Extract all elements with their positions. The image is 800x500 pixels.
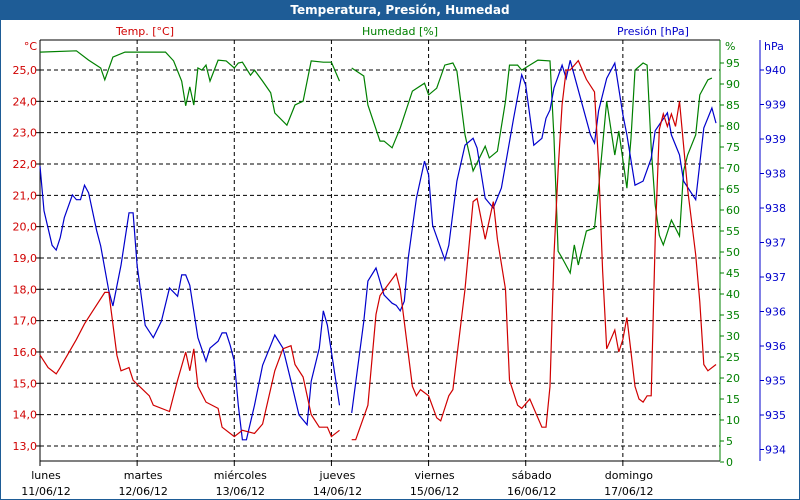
temperature-tick-label: 18,0 bbox=[13, 283, 38, 296]
temperature-tick-label: 17,0 bbox=[13, 315, 38, 328]
humidity-tick-label: 80 bbox=[726, 120, 740, 133]
pressure-tick-label: 937 bbox=[765, 237, 786, 250]
humidity-tick-label: 90 bbox=[726, 78, 740, 91]
humidity-tick-label: 40 bbox=[726, 288, 740, 301]
day-date-label: 16/06/12 bbox=[507, 485, 556, 498]
temperature-series-line bbox=[39, 59, 717, 441]
humidity-tick-label: 25 bbox=[726, 351, 740, 364]
pressure-tick-label: 935 bbox=[765, 409, 786, 422]
temperature-tick-label: 23,0 bbox=[13, 127, 38, 140]
pressure-tick-label: 940 bbox=[765, 64, 786, 77]
humidity-tick-label: 60 bbox=[726, 204, 740, 217]
pressure-axis-title: Presión [hPa] bbox=[617, 25, 689, 38]
temperature-tick-label: 25,0 bbox=[13, 64, 38, 77]
humidity-tick-label: 0 bbox=[726, 456, 733, 469]
humidity-tick-label: 65 bbox=[726, 183, 740, 196]
temperature-unit: °C bbox=[24, 40, 38, 53]
grid bbox=[40, 40, 720, 461]
temperature-tick-label: 19,0 bbox=[13, 252, 38, 265]
series-lines bbox=[39, 50, 717, 441]
temperature-tick-label: 16,0 bbox=[13, 346, 38, 359]
pressure-tick-label: 938 bbox=[765, 168, 786, 181]
pressure-tick-label: 938 bbox=[765, 202, 786, 215]
day-name-label: domingo bbox=[605, 469, 653, 482]
humidity-tick-label: 70 bbox=[726, 162, 740, 175]
temperature-tick-label: 13,0 bbox=[13, 440, 38, 453]
temperature-tick-label: 15,0 bbox=[13, 377, 38, 390]
temperature-tick-label: 20,0 bbox=[13, 221, 38, 234]
day-name-label: miércoles bbox=[214, 469, 267, 482]
humidity-tick-label: 30 bbox=[726, 330, 740, 343]
pressure-tick-label: 936 bbox=[765, 306, 786, 319]
temperature-axis-title: Temp. [°C] bbox=[115, 25, 174, 38]
humidity-tick-label: 35 bbox=[726, 309, 740, 322]
pressure-tick-label: 939 bbox=[765, 133, 786, 146]
day-date-label: 15/06/12 bbox=[410, 485, 459, 498]
humidity-tick-label: 15 bbox=[726, 393, 740, 406]
humidity-tick-label: 45 bbox=[726, 267, 740, 280]
day-name-label: lunes bbox=[31, 469, 61, 482]
temperature-tick-label: 24,0 bbox=[13, 95, 38, 108]
day-name-label: jueves bbox=[319, 469, 356, 482]
axes: 13,0 14,0 15,0 16,0 17,0 18,0 19,0 20,0 21,0 22,0… bbox=[13, 39, 786, 498]
temperature-tick-label: 21,0 bbox=[13, 189, 38, 202]
day-date-label: 17/06/12 bbox=[604, 485, 653, 498]
day-name-label: sábado bbox=[512, 469, 552, 482]
pressure-tick-label: 936 bbox=[765, 340, 786, 353]
humidity-tick-label: 85 bbox=[726, 99, 740, 112]
humidity-tick-label: 10 bbox=[726, 414, 740, 427]
temperature-tick-label: 22,0 bbox=[13, 158, 38, 171]
pressure-series-line bbox=[39, 60, 717, 441]
pressure-unit: hPa bbox=[764, 40, 784, 53]
window-title: Temperatura, Presión, Humedad bbox=[1, 1, 799, 20]
day-date-label: 12/06/12 bbox=[118, 485, 167, 498]
temperature-tick-label: 14,0 bbox=[13, 409, 38, 422]
humidity-unit: % bbox=[725, 40, 735, 53]
day-name-label: martes bbox=[124, 469, 163, 482]
day-date-label: 14/06/12 bbox=[313, 485, 362, 498]
humidity-series-line bbox=[39, 50, 713, 275]
pressure-tick-label: 935 bbox=[765, 375, 786, 388]
humidity-tick-label: 5 bbox=[726, 435, 733, 448]
pressure-tick-label: 934 bbox=[765, 444, 786, 457]
day-date-label: 11/06/12 bbox=[21, 485, 70, 498]
day-name-label: viernes bbox=[415, 469, 455, 482]
humidity-tick-label: 95 bbox=[726, 57, 740, 70]
humidity-tick-label: 50 bbox=[726, 246, 740, 259]
humidity-tick-label: 75 bbox=[726, 141, 740, 154]
pressure-tick-label: 939 bbox=[765, 99, 786, 112]
day-date-label: 13/06/12 bbox=[216, 485, 265, 498]
humidity-tick-label: 20 bbox=[726, 372, 740, 385]
humidity-axis-title: Humedad [%] bbox=[362, 25, 438, 38]
humidity-tick-label: 55 bbox=[726, 225, 740, 238]
pressure-tick-label: 937 bbox=[765, 271, 786, 284]
